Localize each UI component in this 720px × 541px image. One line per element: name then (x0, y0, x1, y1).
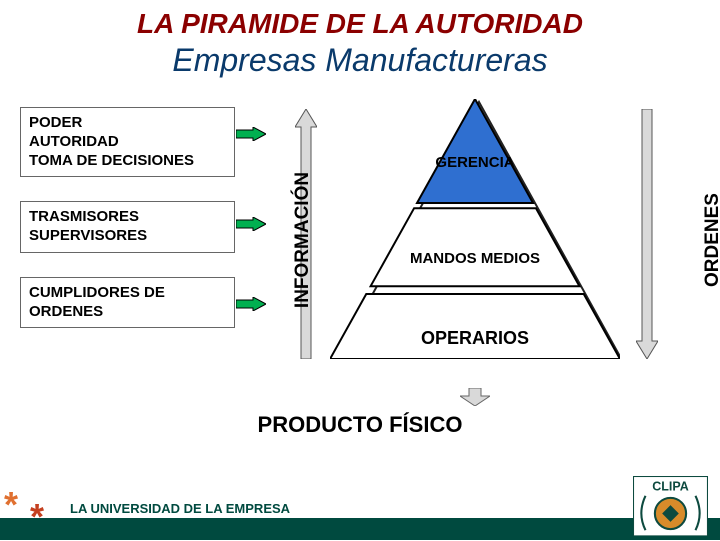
role-box: TRASMISORESSUPERVISORES (20, 201, 235, 253)
pyramid (330, 99, 620, 359)
info-label: INFORMACIÓN (292, 172, 314, 308)
product-label: PRODUCTO FÍSICO (0, 412, 720, 438)
orders-down-arrow (636, 109, 658, 359)
pyramid-level-label: OPERARIOS (330, 328, 620, 349)
orders-label: ORDENES (702, 193, 720, 287)
diagram-area: PODERAUTORIDADTOMA DE DECISIONES TRASMISO… (0, 99, 720, 449)
page-subtitle: Empresas Manufactureras (0, 42, 720, 79)
right-arrow-icon (236, 127, 266, 141)
footer: * * LA UNIVERSIDAD DE LA EMPRESA CLIPA (0, 492, 720, 540)
logo-text: CLIPA (652, 480, 689, 494)
right-arrow-icon (236, 297, 266, 311)
right-arrow-icon (236, 217, 266, 231)
down-arrow-icon (460, 388, 490, 406)
role-box: CUMPLIDORES DEORDENES (20, 277, 235, 329)
pyramid-level-label: GERENCIA (330, 154, 620, 171)
role-box: PODERAUTORIDADTOMA DE DECISIONES (20, 107, 235, 177)
pyramid-level-label: MANDOS MEDIOS (330, 250, 620, 267)
page-title: LA PIRAMIDE DE LA AUTORIDAD (0, 8, 720, 40)
footer-bar (0, 518, 720, 540)
logo: CLIPA (633, 476, 708, 534)
footer-text: LA UNIVERSIDAD DE LA EMPRESA (70, 501, 290, 516)
left-column: PODERAUTORIDADTOMA DE DECISIONES TRASMISO… (20, 107, 235, 352)
